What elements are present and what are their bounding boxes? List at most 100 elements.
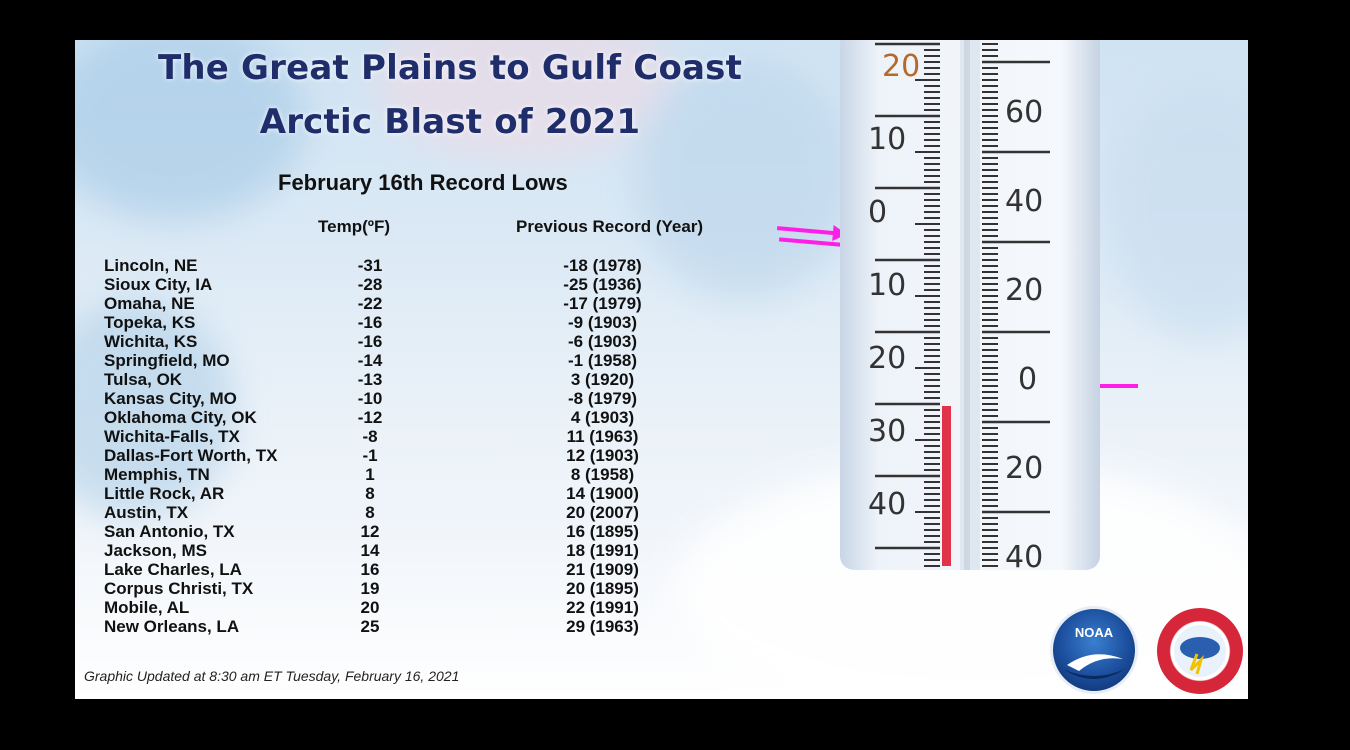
previous-record-cell: -25 (1936) [563,275,642,294]
nws-logo [1157,608,1243,694]
city-cell: Little Rock, AR [104,484,225,503]
right-scale-label: 20 [1005,451,1043,486]
city-cell: San Antonio, TX [104,522,235,541]
table-row: New Orleans, LA 25 29 (1963) [104,617,646,636]
table-row: Little Rock, AR 8 14 (1900) [104,484,646,503]
temp-cell: -12 [357,408,383,427]
noaa-logo-text: NOAA [1074,625,1114,640]
city-cell: Dallas-Fort Worth, TX [104,446,278,465]
table-row: Austin, TX 8 20 (2007) [104,503,646,522]
city-cell: Oklahoma City, OK [104,408,257,427]
table-row: Wichita, KS -16 -6 (1903) [104,332,646,351]
mercury-column [942,406,951,566]
city-cell: Kansas City, MO [104,389,237,408]
title-line-1: The Great Plains to Gulf Coast [157,48,743,88]
table-row: Omaha, NE -22 -17 (1979) [104,294,646,313]
right-scale-ticks [982,43,1050,567]
temp-cell: 19 [360,579,380,598]
subtitle: February 16th Record Lows [278,170,568,195]
temp-cell: -14 [357,351,383,370]
thermometer: 20 10 0 10 20 30 40 60 40 20 0 20 40 [840,40,1100,575]
previous-record-cell: 29 (1963) [566,617,639,636]
previous-record-cell: -1 (1958) [568,351,637,370]
table-row: Tulsa, OK -13 3 (1920) [104,370,646,389]
temp-cell: 12 [360,522,380,541]
table-row: Jackson, MS 14 18 (1991) [104,541,646,560]
left-scale-label: 10 [868,268,906,303]
temp-cell: 14 [360,541,380,560]
city-cell: Lincoln, NE [104,256,198,275]
noaa-logo: NOAA [1050,606,1138,694]
left-scale-label: 20 [868,341,906,376]
temp-cell: -22 [357,294,383,313]
city-cell: Wichita-Falls, TX [104,427,240,446]
previous-record-cell: -9 (1903) [568,313,637,332]
frost-decoration [75,40,305,220]
temp-cell: -31 [357,256,383,275]
temp-cell: -8 [362,427,378,446]
temp-cell: -16 [357,332,383,351]
temp-cell: 8 [365,503,375,522]
city-cell: Mobile, AL [104,598,190,617]
previous-record-cell: 16 (1895) [566,522,639,541]
temp-cell: 25 [360,617,380,636]
temp-cell: -13 [357,370,383,389]
table-row: Corpus Christi, TX 19 20 (1895) [104,579,646,598]
frost-decoration [635,60,855,300]
table-row: Lincoln, NE -31 -18 (1978) [104,256,646,275]
nws-storm-icon [1174,625,1226,677]
left-scale-label: 20 [882,49,920,84]
temp-cell: 16 [360,560,380,579]
city-cell: Jackson, MS [104,541,207,560]
temp-cell: -1 [362,446,378,465]
previous-record-cell: 20 (1895) [566,579,639,598]
city-cell: Memphis, TN [104,465,210,484]
record-lows-graphic: The Great Plains to Gulf Coast Arctic Bl… [75,40,1248,699]
records-table: Lincoln, NE -31 -18 (1978) Sioux City, IA -2… [104,256,646,636]
temp-cell: 20 [360,598,380,617]
previous-record-cell: 12 (1903) [566,446,639,465]
noaa-bird-icon [1063,654,1125,679]
previous-record-cell: 21 (1909) [566,560,639,579]
city-cell: Lake Charles, LA [104,560,242,579]
city-cell: Sioux City, IA [104,275,213,294]
table-row: Wichita-Falls, TX -8 11 (1963) [104,427,646,446]
right-scale-label: 40 [1005,540,1043,575]
previous-record-cell: -18 (1978) [563,256,642,275]
city-cell: New Orleans, LA [104,617,240,636]
temp-cell: 1 [365,465,375,484]
city-cell: Corpus Christi, TX [104,579,254,598]
city-cell: Wichita, KS [104,332,198,351]
previous-record-cell: -8 (1979) [568,389,637,408]
temp-column-header: Temp(ºF) [318,217,390,236]
previous-record-column-header: Previous Record (Year) [516,217,704,236]
table-row: Springfield, MO -14 -1 (1958) [104,351,646,370]
temp-cell: -28 [357,275,383,294]
table-row: Mobile, AL 20 22 (1991) [104,598,646,617]
previous-record-cell: 20 (2007) [566,503,639,522]
temp-cell: 8 [365,484,375,503]
previous-record-cell: -17 (1979) [563,294,642,313]
previous-record-cell: 18 (1991) [566,541,639,560]
city-cell: Topeka, KS [104,313,196,332]
title-line-2: Arctic Blast of 2021 [259,102,641,142]
previous-record-cell: 11 (1963) [566,427,639,446]
frost-decoration [75,300,235,520]
previous-record-cell: 8 (1958) [570,465,635,484]
table-row: Topeka, KS -16 -9 (1903) [104,313,646,332]
right-scale-label: 40 [1005,184,1043,219]
left-scale-label: 30 [868,414,906,449]
left-scale-label: 40 [868,487,906,522]
table-row: Memphis, TN 1 8 (1958) [104,465,646,484]
left-scale-label: 0 [868,195,887,230]
temp-cell: -16 [357,313,383,332]
table-row: Oklahoma City, OK -12 4 (1903) [104,408,646,427]
city-cell: Springfield, MO [104,351,230,370]
temp-cell: -10 [357,389,383,408]
previous-record-cell: 3 (1920) [570,370,635,389]
update-footer: Graphic Updated at 8:30 am ET Tuesday, F… [84,668,460,684]
table-row: Dallas-Fort Worth, TX -1 12 (1903) [104,446,646,465]
city-cell: Omaha, NE [104,294,195,313]
right-scale-label: 60 [1005,95,1043,130]
previous-record-cell: -6 (1903) [568,332,637,351]
